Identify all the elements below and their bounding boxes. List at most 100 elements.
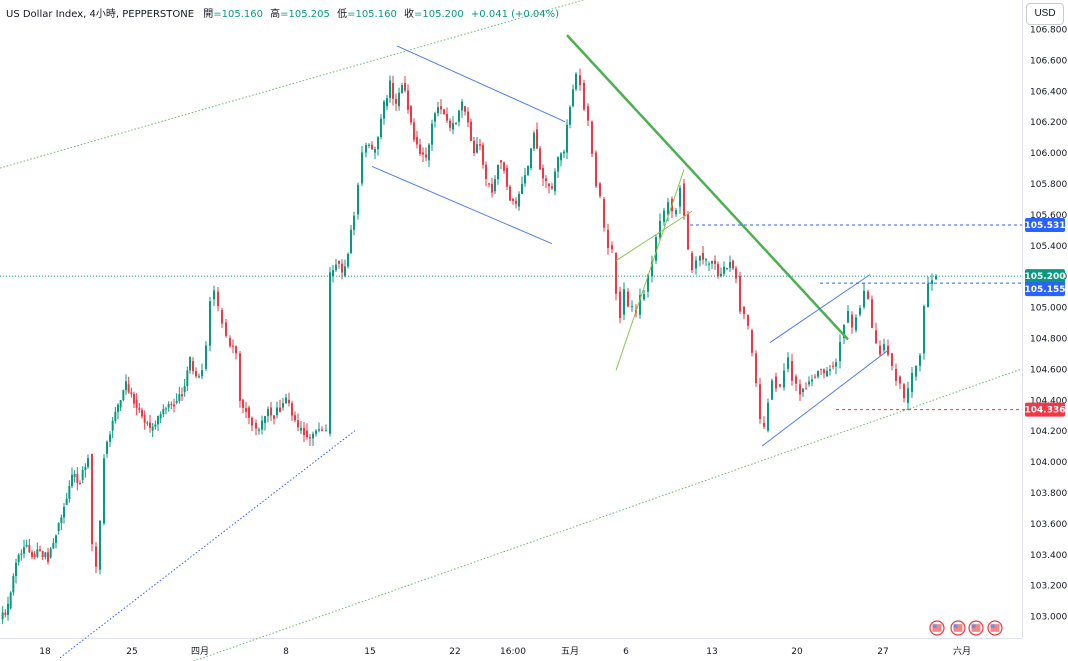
candle bbox=[221, 307, 223, 328]
y-tick-label: 106.800 bbox=[1030, 25, 1067, 35]
candle bbox=[146, 420, 149, 426]
candle bbox=[68, 480, 71, 503]
candle-body bbox=[509, 186, 511, 201]
candle-body bbox=[133, 394, 135, 404]
candle-body bbox=[743, 307, 745, 315]
candle bbox=[560, 152, 562, 167]
candle bbox=[911, 367, 913, 398]
y-tick-label: 104.400 bbox=[1030, 396, 1067, 406]
change-value: +0.041 (+0.04%) bbox=[470, 9, 560, 20]
candle-body bbox=[20, 553, 23, 555]
candle bbox=[500, 160, 502, 169]
candle-body bbox=[647, 275, 649, 292]
candle-body bbox=[751, 330, 753, 353]
candle-body bbox=[536, 129, 538, 149]
currency-button[interactable]: USD bbox=[1026, 3, 1064, 25]
candle-body bbox=[518, 193, 520, 207]
candle bbox=[743, 305, 745, 320]
candle-body bbox=[371, 144, 373, 150]
candle bbox=[599, 182, 601, 199]
candle-body bbox=[431, 123, 433, 145]
candle bbox=[99, 520, 101, 575]
candle bbox=[847, 305, 849, 324]
candle bbox=[151, 422, 154, 438]
candle bbox=[383, 100, 385, 125]
candle-body bbox=[55, 535, 57, 543]
flag-icon[interactable] bbox=[987, 620, 1003, 636]
candle bbox=[437, 101, 439, 117]
candle-body bbox=[875, 330, 877, 344]
candle bbox=[814, 373, 816, 379]
candle bbox=[162, 404, 165, 418]
candle bbox=[729, 255, 731, 272]
candle-body bbox=[157, 416, 159, 425]
candle bbox=[303, 422, 305, 443]
high-value: =105.205 bbox=[280, 9, 330, 20]
candle bbox=[44, 551, 47, 560]
candle-body bbox=[7, 603, 9, 615]
candle-body bbox=[847, 311, 849, 323]
candle-body bbox=[627, 291, 629, 307]
candle bbox=[165, 406, 167, 415]
candle bbox=[679, 185, 681, 214]
candle bbox=[530, 147, 532, 171]
candle bbox=[871, 295, 873, 329]
candle bbox=[380, 114, 382, 140]
candle-body bbox=[705, 259, 707, 261]
candle bbox=[675, 207, 677, 217]
candle-body bbox=[935, 276, 937, 280]
candle-body bbox=[931, 280, 933, 284]
candle-body bbox=[503, 162, 505, 171]
candle bbox=[119, 400, 122, 412]
flag-icon[interactable] bbox=[968, 620, 984, 636]
candle bbox=[563, 149, 565, 159]
candle bbox=[795, 374, 797, 392]
candle-body bbox=[679, 187, 681, 207]
x-tick-label: 13 bbox=[706, 647, 717, 657]
candle-body bbox=[15, 562, 17, 576]
flag-icon[interactable] bbox=[950, 620, 966, 636]
candle-body bbox=[579, 75, 581, 86]
candle-body bbox=[398, 92, 400, 107]
candle-body bbox=[911, 372, 913, 393]
candle-body bbox=[143, 415, 146, 424]
flag-icon[interactable] bbox=[929, 620, 945, 636]
candle-body bbox=[726, 267, 728, 269]
y-tick-label: 103.000 bbox=[1030, 613, 1067, 623]
candle-body bbox=[291, 403, 293, 416]
candle bbox=[542, 164, 544, 187]
candle-body bbox=[294, 415, 296, 421]
candle-body bbox=[217, 291, 219, 307]
candle bbox=[506, 164, 508, 190]
candle-body bbox=[599, 183, 601, 197]
candle bbox=[851, 311, 853, 334]
candle bbox=[835, 358, 837, 375]
candle-body bbox=[248, 407, 250, 418]
candle bbox=[440, 99, 442, 115]
candle-body bbox=[109, 434, 111, 442]
candle bbox=[811, 374, 813, 387]
candle bbox=[251, 416, 253, 432]
candle bbox=[154, 420, 157, 430]
candle bbox=[512, 198, 514, 205]
candle bbox=[832, 361, 834, 370]
price-badge-label: 105.531 bbox=[1025, 221, 1066, 231]
candle bbox=[135, 393, 138, 416]
candle-body bbox=[276, 407, 278, 416]
candle bbox=[73, 470, 76, 483]
trendline-green-thick bbox=[566, 34, 849, 341]
candle-body bbox=[65, 498, 68, 505]
candle-body bbox=[476, 144, 478, 153]
candle-body bbox=[159, 414, 162, 419]
candle bbox=[186, 366, 189, 391]
candle bbox=[189, 356, 191, 374]
candle bbox=[683, 178, 685, 220]
candle bbox=[357, 182, 359, 220]
price-badge-label: 104.336 bbox=[1025, 406, 1066, 416]
low-label: 低 bbox=[337, 9, 348, 20]
candle bbox=[63, 503, 65, 524]
candle bbox=[294, 411, 296, 423]
candle-body bbox=[416, 137, 418, 145]
candle bbox=[205, 341, 207, 372]
